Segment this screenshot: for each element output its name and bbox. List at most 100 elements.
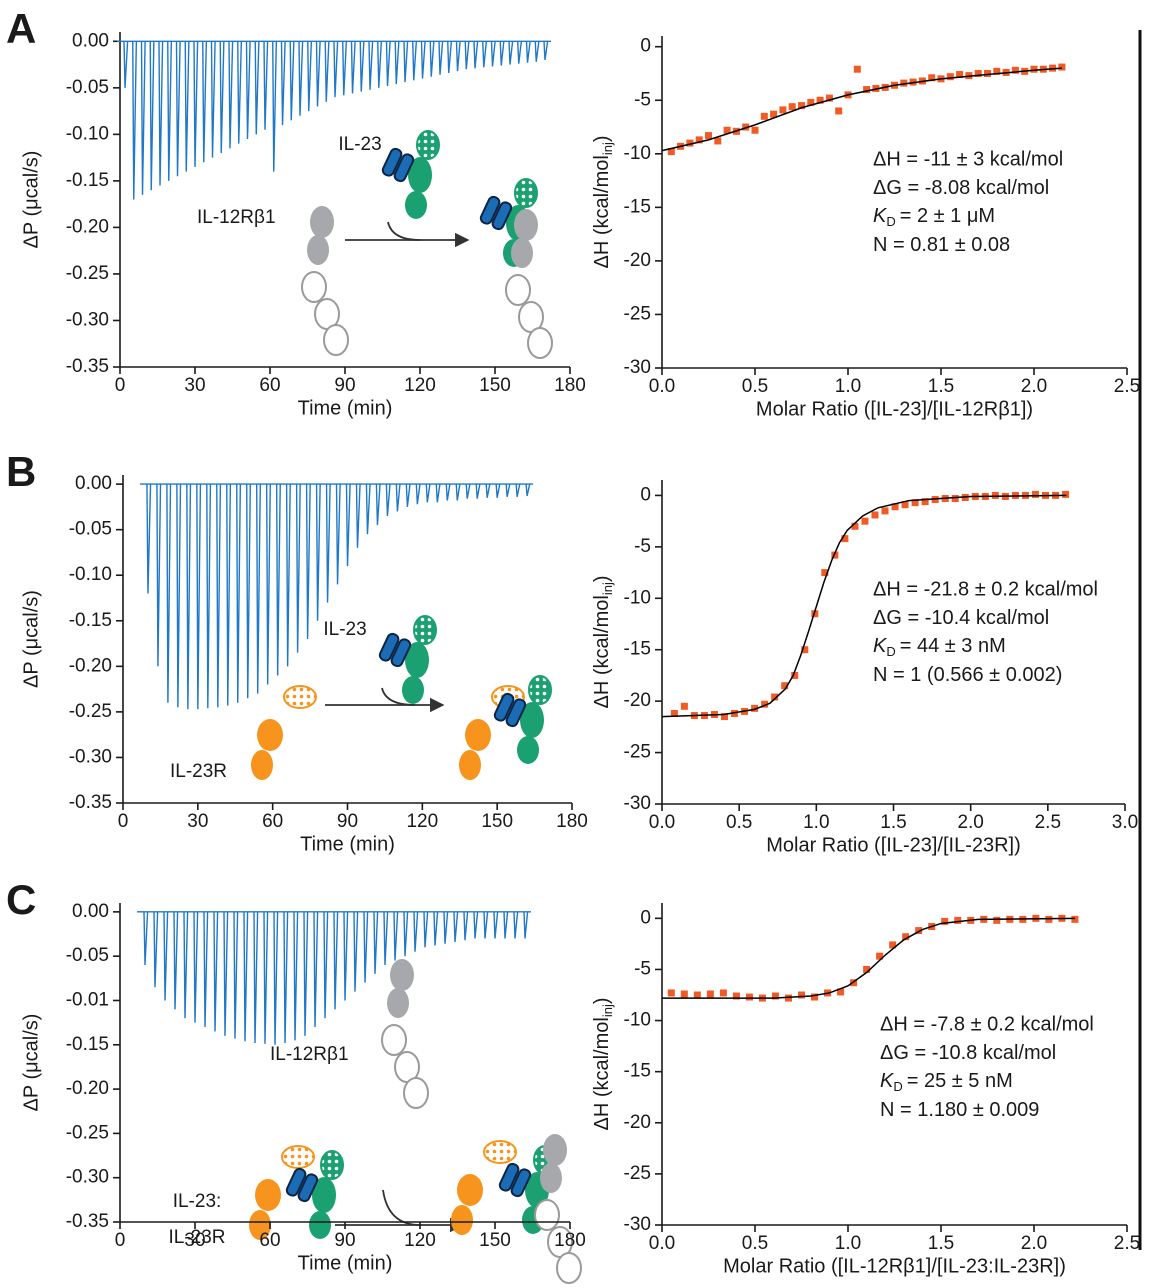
- injection-peak: [202, 41, 208, 163]
- fit-annotation: ΔG = -10.4 kcal/mol: [873, 607, 1049, 629]
- data-point: [911, 499, 919, 507]
- data-point: [693, 991, 701, 999]
- injection-peak: [365, 484, 371, 535]
- injection-peak: [163, 911, 169, 1001]
- injection-peak: [508, 41, 514, 65]
- data-point: [779, 106, 787, 114]
- x-tick-label: 3.0: [1112, 812, 1138, 833]
- y-axis-title-sub: inj: [600, 1004, 615, 1017]
- annotation-symbol: K: [873, 635, 888, 657]
- x-tick-label: 60: [262, 811, 283, 832]
- y-tick-label: -5: [634, 536, 651, 557]
- injection-peak: [413, 911, 419, 952]
- injection-peak: [132, 41, 138, 200]
- y-axis-title: ΔH (kcal/molinj): [591, 997, 615, 1130]
- injection-peak: [253, 911, 259, 1044]
- y-tick-label: -25: [624, 303, 651, 324]
- data-point: [956, 71, 964, 79]
- y-axis-title-sub: inj: [600, 142, 615, 155]
- panel-label: C: [6, 876, 36, 923]
- data-point: [721, 713, 729, 721]
- data-point: [770, 110, 778, 118]
- injection-peak: [219, 41, 225, 153]
- data-point: [706, 990, 714, 998]
- data-point: [1031, 490, 1039, 498]
- data-point: [680, 702, 688, 710]
- annotation-text: = 2 ± 1 μM: [900, 205, 995, 227]
- injection-peak: [305, 484, 311, 640]
- y-tick-label: -20: [624, 690, 651, 711]
- x-axis-title: Molar Ratio ([IL-23]/[IL-12Rβ1]): [756, 398, 1033, 420]
- x-tick-label: 180: [554, 375, 586, 396]
- x-tick-label: 0.0: [649, 812, 675, 833]
- data-point: [889, 941, 897, 949]
- injection-peak: [263, 41, 269, 130]
- data-point: [851, 522, 859, 530]
- data-point: [771, 992, 779, 1000]
- fit-line: [661, 494, 1067, 718]
- injection-peak: [517, 41, 523, 64]
- injection-peak: [455, 484, 461, 501]
- data-point: [941, 917, 949, 925]
- injection-peak: [153, 911, 159, 988]
- fit-annotation: ΔH = -11 ± 3 kcal/mol: [873, 148, 1063, 170]
- data-point: [667, 989, 675, 997]
- injection-peak: [149, 41, 155, 191]
- injection-peak: [505, 483, 511, 498]
- injection-peak: [412, 41, 418, 81]
- fit-annotation: ΔG = -10.8 kcal/mol: [880, 1042, 1056, 1064]
- injection-peak: [485, 483, 491, 498]
- injection-peak: [438, 41, 444, 75]
- injection-peak: [303, 911, 309, 1036]
- injection-peak: [156, 484, 162, 667]
- fit-line: [662, 917, 1075, 999]
- injection-peak: [333, 41, 339, 98]
- x-tick-label: 1.0: [835, 1233, 861, 1254]
- y-tick-label: -0.05: [66, 77, 109, 98]
- data-point: [881, 507, 889, 515]
- injection-peak: [447, 41, 453, 74]
- x-tick-label: 0: [115, 375, 126, 396]
- data-point: [751, 704, 759, 712]
- y-axis-title: ΔP (μcal/s): [20, 151, 42, 249]
- injection-peak: [473, 41, 479, 69]
- injection-peak: [233, 911, 239, 1039]
- annotation-text: = 44 ± 3 nM: [900, 635, 1006, 657]
- injection-peak: [373, 911, 379, 974]
- y-tick-label: -20: [624, 1112, 651, 1133]
- injection-peak: [385, 41, 391, 87]
- x-tick-label: 2.0: [1021, 376, 1047, 397]
- y-tick-label: -10: [624, 587, 651, 608]
- schematic-label: IL-23: [323, 619, 366, 640]
- injection-peak: [236, 484, 242, 703]
- injection-peak: [193, 41, 199, 167]
- x-tick-label: 30: [184, 375, 205, 396]
- x-tick-label: 2.0: [1021, 1233, 1047, 1254]
- x-axis-title: Time (min): [298, 397, 393, 419]
- injection-peak: [210, 41, 216, 158]
- injection-peak: [383, 911, 389, 966]
- injection-peak: [342, 41, 348, 96]
- y-tick-label: -30: [624, 1214, 651, 1235]
- x-axis-title: Molar Ratio ([IL-12Rβ1]/[IL-23:IL-23R]): [723, 1255, 1066, 1277]
- arrow-curve: [387, 221, 421, 241]
- injection-peak: [123, 41, 129, 88]
- data-point: [871, 511, 879, 519]
- data-point: [667, 148, 675, 156]
- injection-peak: [216, 484, 222, 708]
- receptor-icon: [381, 958, 429, 1109]
- x-tick-label: 90: [337, 811, 358, 832]
- injection-peak: [534, 41, 540, 62]
- injection-peak: [395, 484, 401, 512]
- x-tick-label: 0.5: [742, 1233, 768, 1254]
- injection-peak: [543, 41, 549, 61]
- injection-peak: [213, 911, 219, 1032]
- schematic: IL-12Rβ1 IL-23: IL-23R: [168, 958, 582, 1284]
- injection-peak: [173, 911, 179, 1010]
- x-tick-label: 0: [115, 1230, 126, 1251]
- data-point: [751, 126, 759, 134]
- y-tick-label: -0.20: [66, 216, 109, 237]
- data-point: [695, 136, 703, 144]
- annotation-subscript: D: [893, 1079, 902, 1094]
